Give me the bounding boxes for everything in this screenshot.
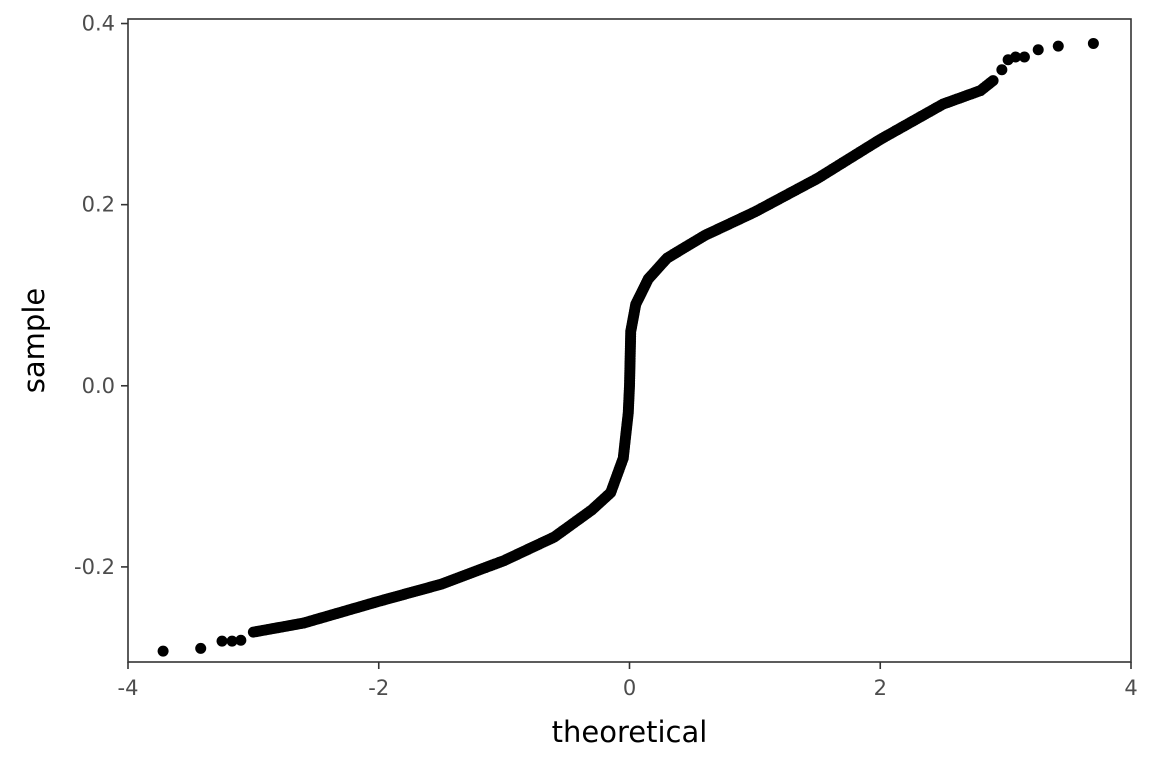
x-axis-title: theoretical bbox=[552, 715, 708, 749]
data-point bbox=[226, 635, 238, 647]
data-point bbox=[996, 64, 1008, 76]
y-tick-label: 0.0 bbox=[82, 374, 115, 398]
y-axis: -0.2 0.0 0.2 0.4 bbox=[74, 12, 128, 579]
y-tick-label: 0.4 bbox=[82, 12, 115, 36]
data-point bbox=[157, 645, 169, 657]
data-point bbox=[1018, 51, 1030, 63]
x-tick-label: -2 bbox=[368, 676, 389, 700]
y-tick-label: 0.2 bbox=[82, 193, 115, 217]
y-tick-label: -0.2 bbox=[74, 555, 115, 579]
data-point bbox=[987, 75, 999, 87]
data-point bbox=[1032, 44, 1044, 56]
points-layer bbox=[157, 37, 1099, 657]
data-point bbox=[1010, 51, 1022, 63]
data-point bbox=[216, 635, 228, 647]
y-axis-title: sample bbox=[17, 288, 51, 393]
x-tick-label: 4 bbox=[1124, 676, 1137, 700]
x-axis: -4 -2 0 2 4 bbox=[118, 662, 1138, 700]
data-point bbox=[1087, 37, 1099, 49]
x-tick-label: 2 bbox=[874, 676, 887, 700]
data-point bbox=[235, 634, 247, 646]
data-point bbox=[1052, 40, 1064, 52]
x-tick-label: 0 bbox=[623, 676, 636, 700]
data-point bbox=[195, 642, 207, 654]
x-tick-label: -4 bbox=[118, 676, 139, 700]
